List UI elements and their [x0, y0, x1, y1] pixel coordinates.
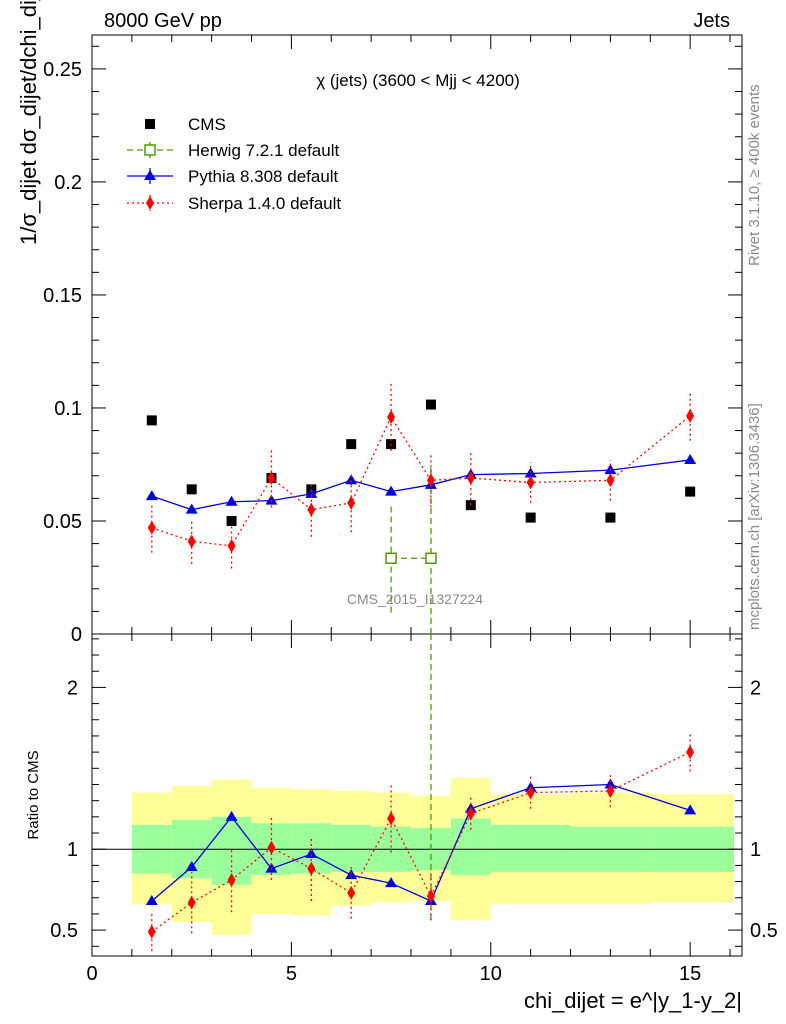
ratio-pythia-point — [345, 869, 358, 880]
cms-point — [346, 439, 357, 450]
ratio-band-green — [450, 818, 491, 876]
ratio-sherpa-point — [426, 889, 435, 904]
pythia-point — [345, 474, 358, 485]
ratio-pythia-point — [684, 804, 697, 815]
cms-point — [525, 512, 536, 523]
ratio-sherpa-point — [147, 924, 156, 939]
ratio-y-tick-label-right: 2 — [750, 677, 761, 699]
ratio-band-green — [490, 824, 571, 872]
ratio-sherpa-point — [227, 872, 236, 887]
cms-point — [146, 415, 157, 426]
ratio-y-tick-label: 1 — [67, 839, 78, 861]
sherpa-point — [147, 520, 156, 535]
ratio-y-tick-label: 0.5 — [50, 920, 78, 942]
sherpa-point — [606, 473, 615, 488]
pythia-point — [684, 453, 697, 464]
ratio-y-axis-label: Ratio to CMS — [25, 750, 42, 839]
pythia-point — [265, 494, 278, 505]
ratio-pythia-point — [265, 862, 278, 873]
ratio-sherpa-point — [347, 885, 356, 900]
y-tick-label: 0 — [71, 624, 82, 646]
pythia-point — [145, 490, 158, 501]
pythia-line — [151, 459, 691, 511]
pythia-point — [185, 503, 198, 514]
sherpa-point — [686, 408, 695, 423]
y-tick-label: 0.2 — [54, 172, 82, 194]
cms-point — [186, 484, 197, 495]
x-tick-label: 10 — [480, 963, 502, 985]
ratio-pythia-point — [225, 810, 238, 821]
herwig-point — [385, 552, 397, 565]
sherpa-point — [307, 502, 316, 517]
ratio-pythia-point — [604, 778, 617, 789]
ratio-sherpa-point — [307, 861, 316, 876]
ratio-sherpa-point — [387, 811, 396, 826]
ratio-pythia-point — [185, 861, 198, 872]
sherpa-point — [187, 534, 196, 549]
ratio-sherpa-point — [686, 745, 695, 760]
y-tick-label: 0.05 — [43, 511, 82, 533]
ratio-sherpa-point — [606, 783, 615, 798]
x-tick-label: 15 — [679, 963, 701, 985]
y-tick-label: 0.25 — [43, 59, 82, 81]
cms-point — [685, 486, 696, 497]
legend-sherpa-marker — [146, 196, 154, 210]
legend-herwig-label: Herwig 7.2.1 default — [188, 141, 339, 160]
sherpa-point — [267, 471, 276, 486]
x-tick-label: 5 — [286, 963, 297, 985]
legend-pythia-marker — [144, 170, 156, 180]
analysis-watermark: CMS_2015_I1327224 — [347, 591, 483, 607]
legend-sherpa-label: Sherpa 1.4.0 default — [188, 194, 341, 213]
cms-point — [425, 399, 436, 410]
ratio-y-tick-label-right: 1 — [750, 839, 761, 861]
sherpa-line — [151, 415, 691, 547]
x-axis-label: chi_dijet = e^|y_1-y_2| — [524, 988, 742, 1013]
legend-cms-label: CMS — [188, 115, 226, 134]
ratio-pythia-point — [305, 848, 318, 859]
legend-herwig-marker — [144, 144, 156, 156]
legend-cms-marker — [145, 119, 155, 129]
cms-point — [605, 512, 616, 523]
ratio-pythia-line — [151, 783, 691, 902]
ratio-band-green — [331, 824, 372, 872]
pythia-point — [305, 487, 318, 498]
y-tick-label: 0.15 — [43, 285, 82, 307]
ratio-pythia-point — [385, 877, 398, 888]
header-jets: Jets — [693, 10, 730, 32]
sherpa-point — [227, 538, 236, 553]
ratio-frame — [91, 633, 743, 957]
ratio-sherpa-point — [466, 806, 475, 821]
sherpa-point — [466, 471, 475, 486]
sherpa-point — [387, 410, 396, 425]
ratio-sherpa-point — [187, 895, 196, 910]
ratio-pythia-point — [145, 894, 158, 905]
ratio-y-tick-label: 2 — [67, 677, 78, 699]
ratio-sherpa-point — [267, 840, 276, 855]
pythia-point — [385, 485, 398, 496]
y-tick-label: 0.1 — [54, 398, 82, 420]
header-energy: 8000 GeV pp — [104, 10, 222, 32]
ratio-sherpa-point — [526, 785, 535, 800]
herwig-point — [425, 552, 437, 565]
legend-pythia-label: Pythia 8.308 default — [188, 167, 339, 186]
sherpa-point — [526, 475, 535, 490]
main-y-axis-label: 1/σ_dijet dσ_dijet/dchi_dijet — [16, 0, 41, 245]
pythia-point — [225, 495, 238, 506]
sherpa-point — [347, 495, 356, 510]
ratio-sherpa-line — [151, 751, 691, 933]
ratio-y-tick-label-right: 0.5 — [750, 920, 778, 942]
plot-title: χ (jets) (3600 < Mjj < 4200) — [316, 71, 520, 90]
x-tick-label: 0 — [86, 963, 97, 985]
sherpa-point — [426, 473, 435, 488]
cms-point — [226, 515, 237, 526]
